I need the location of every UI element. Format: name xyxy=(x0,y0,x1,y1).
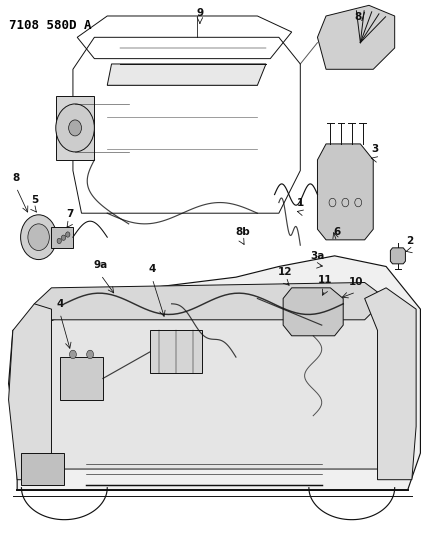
Text: 4: 4 xyxy=(56,299,64,309)
Polygon shape xyxy=(317,144,373,240)
Circle shape xyxy=(57,238,61,244)
Polygon shape xyxy=(56,96,94,160)
Polygon shape xyxy=(34,282,386,320)
Text: 8: 8 xyxy=(13,173,20,183)
Circle shape xyxy=(56,104,94,152)
Circle shape xyxy=(87,350,94,359)
Bar xyxy=(150,330,202,373)
Circle shape xyxy=(69,120,82,136)
Polygon shape xyxy=(365,288,416,480)
Polygon shape xyxy=(390,248,405,264)
Circle shape xyxy=(69,350,76,359)
Circle shape xyxy=(61,235,66,240)
Text: 7108 580D A: 7108 580D A xyxy=(9,19,91,31)
Bar xyxy=(60,357,103,400)
Polygon shape xyxy=(9,256,420,490)
Circle shape xyxy=(21,215,57,260)
Circle shape xyxy=(66,232,70,237)
Text: 4: 4 xyxy=(148,264,156,274)
Polygon shape xyxy=(283,288,343,336)
Text: 1: 1 xyxy=(297,198,304,207)
Text: 8b: 8b xyxy=(235,227,250,237)
Text: 8/: 8/ xyxy=(355,12,366,22)
Polygon shape xyxy=(107,64,266,85)
Text: 3: 3 xyxy=(371,144,378,154)
Text: 9: 9 xyxy=(196,9,203,18)
Text: 7: 7 xyxy=(66,209,73,219)
Text: 5: 5 xyxy=(31,195,38,205)
Circle shape xyxy=(28,224,49,251)
Text: 6: 6 xyxy=(333,227,340,237)
Polygon shape xyxy=(26,288,395,469)
Text: 12: 12 xyxy=(278,267,293,277)
Text: 11: 11 xyxy=(318,276,332,285)
Polygon shape xyxy=(51,227,73,248)
Polygon shape xyxy=(317,5,395,69)
Text: 2: 2 xyxy=(406,236,413,246)
Text: 3a: 3a xyxy=(310,251,325,261)
Bar xyxy=(21,453,64,485)
Text: 10: 10 xyxy=(349,278,363,287)
Text: 9a: 9a xyxy=(94,261,108,270)
Polygon shape xyxy=(9,304,51,480)
